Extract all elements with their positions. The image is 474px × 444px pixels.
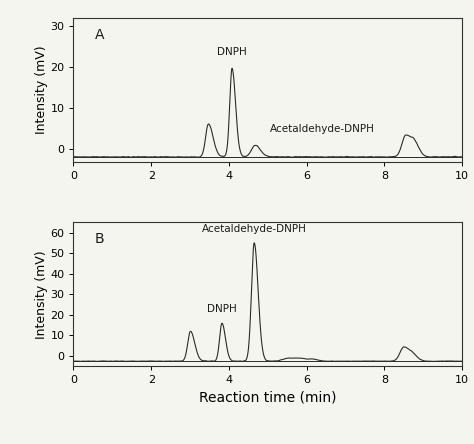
Text: DNPH: DNPH [217, 47, 247, 57]
X-axis label: Reaction time (min): Reaction time (min) [199, 391, 337, 405]
Text: Acetaldehyde-DNPH: Acetaldehyde-DNPH [270, 124, 374, 134]
Text: Acetaldehyde-DNPH: Acetaldehyde-DNPH [202, 224, 307, 234]
Y-axis label: Intensity (mV): Intensity (mV) [35, 250, 47, 339]
Text: B: B [95, 232, 104, 246]
Text: A: A [95, 28, 104, 42]
Text: DNPH: DNPH [207, 304, 237, 314]
Y-axis label: Intensity (mV): Intensity (mV) [35, 45, 47, 134]
